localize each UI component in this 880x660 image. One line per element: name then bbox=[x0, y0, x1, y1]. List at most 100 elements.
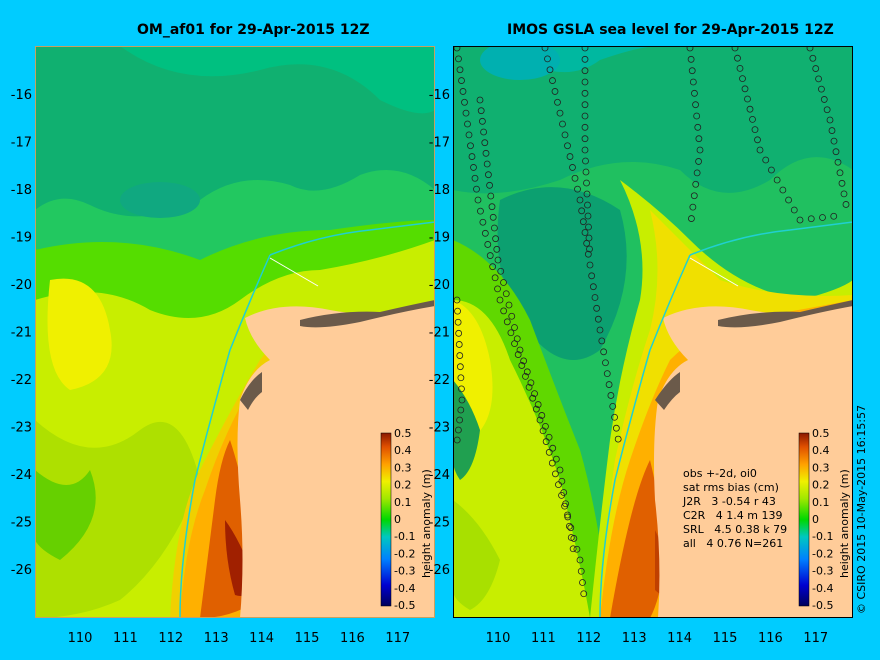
lon-tick-label: 112 bbox=[576, 631, 601, 646]
observation-point bbox=[454, 318, 462, 326]
observation-point bbox=[577, 567, 585, 575]
colorbar-tick-label: -0.3 bbox=[812, 565, 833, 578]
observation-point bbox=[560, 489, 568, 496]
observation-point bbox=[464, 120, 471, 128]
observation-point bbox=[542, 422, 549, 430]
observation-point bbox=[691, 89, 698, 97]
observation-point bbox=[486, 181, 494, 189]
observation-point bbox=[559, 120, 566, 128]
observation-point bbox=[562, 500, 570, 508]
observation-point bbox=[551, 88, 559, 95]
observation-point bbox=[490, 224, 498, 232]
observation-point bbox=[455, 341, 463, 348]
observation-point bbox=[809, 54, 817, 62]
observation-point bbox=[796, 216, 804, 224]
observation-point bbox=[585, 234, 593, 242]
lon-tick-label: 115 bbox=[295, 631, 320, 646]
observation-point bbox=[749, 116, 756, 123]
observation-point bbox=[687, 55, 695, 63]
observation-point bbox=[457, 406, 465, 414]
stats-row: SRL 4.5 0.38 k 79 bbox=[683, 523, 788, 536]
observation-point bbox=[686, 46, 694, 52]
observation-point bbox=[586, 261, 594, 269]
observation-point bbox=[502, 290, 510, 298]
observation-point bbox=[611, 413, 618, 421]
observation-point bbox=[536, 416, 544, 424]
right-lat-labels: -16 -17 -18 -19 -20 -21 -22 -23 -24 -25 -26 bbox=[429, 88, 450, 578]
observation-point bbox=[582, 168, 590, 176]
observation-point bbox=[514, 351, 522, 358]
observation-point bbox=[819, 214, 826, 221]
observation-point bbox=[840, 190, 848, 198]
colorbar-tick-label: -0.5 bbox=[394, 599, 415, 612]
observation-point bbox=[693, 169, 701, 177]
lat-tick-label: -25 bbox=[11, 516, 32, 531]
lat-tick-label: -20 bbox=[11, 278, 32, 293]
observation-point bbox=[538, 412, 546, 419]
observation-point bbox=[581, 146, 589, 154]
colorbar-tick-label: 0.3 bbox=[394, 461, 412, 474]
lat-tick-label: -17 bbox=[11, 136, 32, 151]
observation-point bbox=[582, 157, 589, 165]
observation-point bbox=[586, 245, 593, 253]
left-panel-title: OM_af01 for 29-Apr-2015 12Z bbox=[137, 22, 370, 38]
observation-point bbox=[453, 436, 461, 444]
left-colorbar: 0.5 0.4 0.3 0.2 0.1 0 -0.1 -0.2 -0.3 -0.4 -0.5 bbox=[380, 427, 415, 612]
observation-point bbox=[832, 148, 840, 156]
observation-point bbox=[493, 245, 501, 253]
observation-point bbox=[834, 158, 842, 166]
observation-point bbox=[456, 66, 464, 74]
stats-header: obs +-2d, oi0 bbox=[683, 467, 757, 480]
observation-point bbox=[593, 304, 601, 312]
observation-point bbox=[756, 146, 764, 154]
observation-point bbox=[456, 363, 464, 371]
observation-point bbox=[768, 166, 775, 174]
observation-point bbox=[548, 459, 556, 467]
observation-point bbox=[479, 218, 487, 226]
observation-point bbox=[478, 117, 486, 125]
observation-point bbox=[731, 46, 739, 52]
observation-point bbox=[481, 139, 489, 147]
observation-point bbox=[600, 348, 608, 356]
observation-point bbox=[581, 55, 589, 63]
observation-point bbox=[584, 212, 592, 220]
lon-tick-label: 115 bbox=[713, 631, 738, 646]
observation-point bbox=[609, 402, 617, 410]
observation-point bbox=[576, 196, 584, 204]
observation-point bbox=[477, 107, 485, 115]
lat-tick-label: -16 bbox=[11, 88, 32, 103]
lon-tick-label: 116 bbox=[758, 631, 783, 646]
right-colorbar-label: height anomaly (m) bbox=[838, 469, 851, 578]
colorbar-tick-label: -0.1 bbox=[394, 530, 415, 543]
observation-point bbox=[454, 307, 461, 315]
observation-point bbox=[520, 357, 528, 365]
observation-point bbox=[556, 466, 564, 474]
colorbar-tick-label: 0.1 bbox=[394, 496, 412, 509]
lat-tick-label: -26 bbox=[11, 563, 32, 578]
observation-point bbox=[578, 207, 586, 215]
observation-point bbox=[567, 534, 575, 541]
observation-point bbox=[591, 294, 599, 301]
colorbar-tick-label: -0.4 bbox=[812, 582, 833, 595]
observation-point bbox=[690, 192, 698, 200]
observation-point bbox=[744, 95, 751, 103]
satellite-observation-tracks bbox=[453, 46, 850, 598]
observation-point bbox=[820, 96, 828, 103]
observation-point bbox=[688, 215, 695, 222]
lat-tick-label: -23 bbox=[429, 421, 450, 436]
observation-point bbox=[465, 131, 473, 139]
observation-point bbox=[532, 405, 540, 413]
observation-stats: obs +-2d, oi0 sat rms bias (cm) J2R 3 -0… bbox=[683, 467, 787, 551]
observation-point bbox=[455, 329, 463, 337]
observation-point bbox=[836, 169, 844, 177]
right-colorbar: 0.5 0.4 0.3 0.2 0.1 0 -0.1 -0.2 -0.3 -0.4 -0.5 bbox=[798, 427, 833, 612]
colorbar-tick-label: 0.2 bbox=[394, 479, 412, 492]
observation-point bbox=[581, 89, 589, 97]
observation-point bbox=[579, 579, 586, 586]
lat-tick-label: -22 bbox=[429, 373, 450, 388]
observation-point bbox=[693, 112, 701, 120]
observation-point bbox=[818, 85, 825, 93]
left-colorbar-label: height anomaly (m) bbox=[420, 469, 433, 578]
observation-point bbox=[484, 241, 492, 248]
observation-point bbox=[554, 98, 561, 106]
